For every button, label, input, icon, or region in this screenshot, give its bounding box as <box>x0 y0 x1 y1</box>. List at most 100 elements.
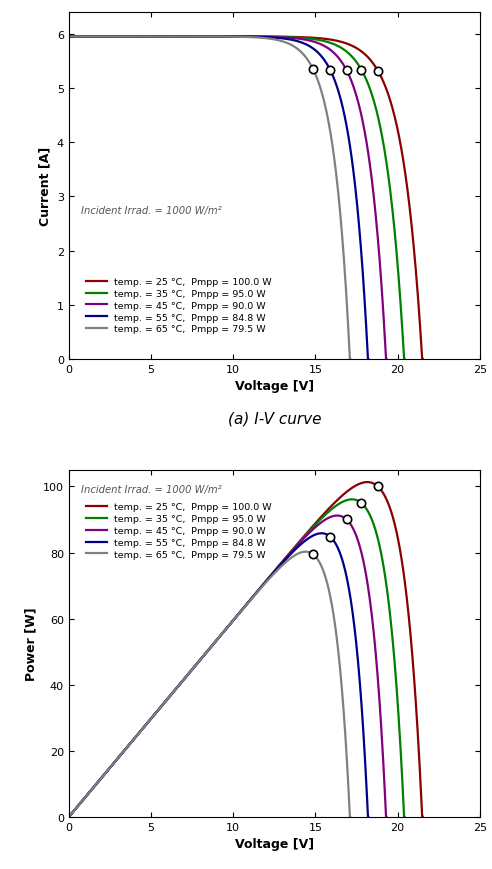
Line: temp. = 35 °C,  Pmpp = 95.0 W: temp. = 35 °C, Pmpp = 95.0 W <box>69 500 404 817</box>
temp. = 65 °C,  Pmpp = 79.5 W <box>180 32 185 43</box>
temp. = 65 °C,  Pmpp = 79.5 W <box>190 32 196 43</box>
temp. = 35 °C,  Pmpp = 95.0 W <box>328 505 334 515</box>
X-axis label: Voltage [V]: Voltage [V] <box>235 380 314 393</box>
temp. = 45 °C,  Pmpp = 90.0 W <box>194 32 200 43</box>
temp. = 55 °C,  Pmpp = 84.8 W <box>187 32 193 43</box>
temp. = 55 °C,  Pmpp = 84.8 W <box>305 41 310 51</box>
temp. = 25 °C,  Pmpp = 100.0 W <box>102 768 108 779</box>
temp. = 35 °C,  Pmpp = 95.0 W <box>296 537 302 547</box>
temp. = 65 °C,  Pmpp = 79.5 W <box>303 547 308 557</box>
temp. = 35 °C,  Pmpp = 95.0 W <box>202 32 208 43</box>
temp. = 55 °C,  Pmpp = 84.8 W <box>365 812 371 822</box>
temp. = 35 °C,  Pmpp = 95.0 W <box>202 649 208 660</box>
temp. = 65 °C,  Pmpp = 79.5 W <box>180 676 185 687</box>
temp. = 55 °C,  Pmpp = 84.8 W <box>198 654 204 665</box>
temp. = 25 °C,  Pmpp = 100.0 W <box>309 33 315 43</box>
temp. = 55 °C,  Pmpp = 84.8 W <box>66 32 72 43</box>
temp. = 65 °C,  Pmpp = 79.5 W <box>66 812 72 822</box>
temp. = 45 °C,  Pmpp = 90.0 W <box>383 812 389 822</box>
temp. = 65 °C,  Pmpp = 79.5 W <box>347 355 353 365</box>
temp. = 35 °C,  Pmpp = 95.0 W <box>296 33 302 43</box>
temp. = 65 °C,  Pmpp = 79.5 W <box>285 555 291 566</box>
temp. = 55 °C,  Pmpp = 84.8 W <box>305 534 310 544</box>
temp. = 65 °C,  Pmpp = 79.5 W <box>347 812 353 822</box>
temp. = 35 °C,  Pmpp = 95.0 W <box>328 38 334 49</box>
temp. = 65 °C,  Pmpp = 79.5 W <box>259 582 265 593</box>
temp. = 45 °C,  Pmpp = 90.0 W <box>206 645 212 655</box>
Text: Incident Irrad. = 1000 W/m²: Incident Irrad. = 1000 W/m² <box>81 484 222 494</box>
temp. = 55 °C,  Pmpp = 84.8 W <box>365 355 371 365</box>
temp. = 25 °C,  Pmpp = 100.0 W <box>348 41 354 51</box>
temp. = 45 °C,  Pmpp = 90.0 W <box>313 521 319 532</box>
temp. = 25 °C,  Pmpp = 100.0 W <box>309 522 315 533</box>
temp. = 25 °C,  Pmpp = 100.0 W <box>209 32 215 43</box>
temp. = 55 °C,  Pmpp = 84.8 W <box>66 812 72 822</box>
temp. = 35 °C,  Pmpp = 95.0 W <box>401 355 407 365</box>
X-axis label: Voltage [V]: Voltage [V] <box>235 837 314 850</box>
temp. = 65 °C,  Pmpp = 79.5 W <box>285 39 291 50</box>
Text: (a) I-V curve: (a) I-V curve <box>227 412 321 427</box>
temp. = 35 °C,  Pmpp = 95.0 W <box>66 32 72 43</box>
Line: temp. = 65 °C,  Pmpp = 79.5 W: temp. = 65 °C, Pmpp = 79.5 W <box>69 552 350 817</box>
temp. = 55 °C,  Pmpp = 84.8 W <box>299 538 305 548</box>
Legend: temp. = 25 °C,  Pmpp = 100.0 W, temp. = 35 °C,  Pmpp = 95.0 W, temp. = 45 °C,  P: temp. = 25 °C, Pmpp = 100.0 W, temp. = 3… <box>86 503 272 559</box>
temp. = 55 °C,  Pmpp = 84.8 W <box>96 775 102 786</box>
temp. = 35 °C,  Pmpp = 95.0 W <box>349 494 355 505</box>
temp. = 45 °C,  Pmpp = 90.0 W <box>383 355 389 365</box>
temp. = 45 °C,  Pmpp = 90.0 W <box>98 32 104 43</box>
temp. = 35 °C,  Pmpp = 95.0 W <box>214 32 219 43</box>
temp. = 55 °C,  Pmpp = 84.8 W <box>299 38 305 49</box>
temp. = 45 °C,  Pmpp = 90.0 W <box>206 32 212 43</box>
Y-axis label: Current [A]: Current [A] <box>38 147 51 226</box>
temp. = 65 °C,  Pmpp = 79.5 W <box>290 42 296 52</box>
temp. = 25 °C,  Pmpp = 100.0 W <box>342 488 348 499</box>
temp. = 45 °C,  Pmpp = 90.0 W <box>66 812 72 822</box>
temp. = 65 °C,  Pmpp = 79.5 W <box>94 32 100 43</box>
temp. = 25 °C,  Pmpp = 100.0 W <box>420 355 426 365</box>
temp. = 55 °C,  Pmpp = 84.8 W <box>318 528 324 539</box>
temp. = 55 °C,  Pmpp = 84.8 W <box>272 33 277 43</box>
temp. = 45 °C,  Pmpp = 90.0 W <box>284 33 290 43</box>
temp. = 35 °C,  Pmpp = 95.0 W <box>334 501 339 511</box>
Y-axis label: Power [W]: Power [W] <box>25 607 37 680</box>
temp. = 25 °C,  Pmpp = 100.0 W <box>102 32 108 43</box>
temp. = 55 °C,  Pmpp = 84.8 W <box>96 32 102 43</box>
temp. = 45 °C,  Pmpp = 90.0 W <box>319 517 325 527</box>
temp. = 55 °C,  Pmpp = 84.8 W <box>272 567 277 577</box>
temp. = 65 °C,  Pmpp = 79.5 W <box>66 32 72 43</box>
temp. = 55 °C,  Pmpp = 84.8 W <box>198 32 204 43</box>
temp. = 45 °C,  Pmpp = 90.0 W <box>98 773 104 783</box>
temp. = 25 °C,  Pmpp = 100.0 W <box>420 812 426 822</box>
Line: temp. = 25 °C,  Pmpp = 100.0 W: temp. = 25 °C, Pmpp = 100.0 W <box>69 482 423 817</box>
temp. = 65 °C,  Pmpp = 79.5 W <box>290 552 296 562</box>
Line: temp. = 35 °C,  Pmpp = 95.0 W: temp. = 35 °C, Pmpp = 95.0 W <box>69 37 404 360</box>
temp. = 25 °C,  Pmpp = 100.0 W <box>222 32 228 43</box>
temp. = 35 °C,  Pmpp = 95.0 W <box>401 812 407 822</box>
temp. = 35 °C,  Pmpp = 95.0 W <box>100 32 106 43</box>
Text: Incident Irrad. = 1000 W/m²: Incident Irrad. = 1000 W/m² <box>81 206 222 216</box>
temp. = 65 °C,  Pmpp = 79.5 W <box>190 664 196 674</box>
temp. = 45 °C,  Pmpp = 90.0 W <box>66 32 72 43</box>
Line: temp. = 55 °C,  Pmpp = 84.8 W: temp. = 55 °C, Pmpp = 84.8 W <box>69 37 368 360</box>
temp. = 25 °C,  Pmpp = 100.0 W <box>66 812 72 822</box>
temp. = 25 °C,  Pmpp = 100.0 W <box>209 640 215 651</box>
temp. = 35 °C,  Pmpp = 95.0 W <box>66 812 72 822</box>
temp. = 25 °C,  Pmpp = 100.0 W <box>365 477 370 488</box>
temp. = 45 °C,  Pmpp = 90.0 W <box>284 552 290 562</box>
temp. = 35 °C,  Pmpp = 95.0 W <box>334 41 339 51</box>
temp. = 25 °C,  Pmpp = 100.0 W <box>66 32 72 43</box>
Line: temp. = 65 °C,  Pmpp = 79.5 W: temp. = 65 °C, Pmpp = 79.5 W <box>69 37 350 360</box>
temp. = 45 °C,  Pmpp = 90.0 W <box>313 38 319 49</box>
Line: temp. = 45 °C,  Pmpp = 90.0 W: temp. = 45 °C, Pmpp = 90.0 W <box>69 37 386 360</box>
temp. = 65 °C,  Pmpp = 79.5 W <box>94 778 100 788</box>
Line: temp. = 45 °C,  Pmpp = 90.0 W: temp. = 45 °C, Pmpp = 90.0 W <box>69 516 386 817</box>
temp. = 35 °C,  Pmpp = 95.0 W <box>214 635 219 646</box>
Line: temp. = 55 °C,  Pmpp = 84.8 W: temp. = 55 °C, Pmpp = 84.8 W <box>69 534 368 817</box>
temp. = 55 °C,  Pmpp = 84.8 W <box>187 667 193 678</box>
Line: temp. = 25 °C,  Pmpp = 100.0 W: temp. = 25 °C, Pmpp = 100.0 W <box>69 37 423 360</box>
temp. = 35 °C,  Pmpp = 95.0 W <box>100 771 106 781</box>
temp. = 45 °C,  Pmpp = 90.0 W <box>194 658 200 668</box>
temp. = 25 °C,  Pmpp = 100.0 W <box>348 484 354 494</box>
Legend: temp. = 25 °C,  Pmpp = 100.0 W, temp. = 35 °C,  Pmpp = 95.0 W, temp. = 45 °C,  P: temp. = 25 °C, Pmpp = 100.0 W, temp. = 3… <box>86 278 272 334</box>
temp. = 25 °C,  Pmpp = 100.0 W <box>342 38 348 49</box>
